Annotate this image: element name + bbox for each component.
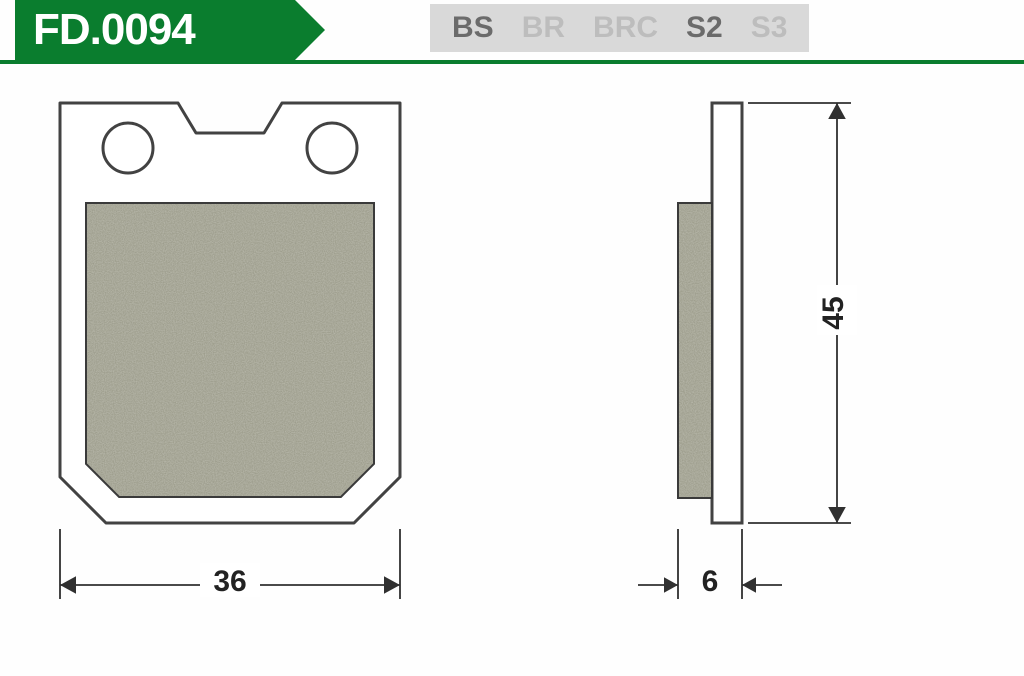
header: FD.0094 BS BR BRC S2 S3 [0,0,1024,70]
header-underline [0,60,1024,64]
spec-codes: BS BR BRC S2 S3 [430,4,809,52]
height-dim-label: 45 [817,296,850,329]
front-view: 36 [30,98,450,638]
spec-code-br: BR [522,11,565,45]
mounting-hole-left [103,123,153,173]
drawing-stage: 36 45 6 [0,80,1024,676]
side-backing-plate [712,103,742,523]
side-view: 45 6 [560,98,990,638]
spec-code-s2: S2 [686,11,723,45]
spec-code-s3: S3 [751,11,788,45]
mounting-hole-right [307,123,357,173]
width-dim-label: 36 [213,565,246,598]
spec-code-bs: BS [452,11,494,45]
thickness-dim-label: 6 [702,565,719,598]
friction-material-texture [86,203,374,497]
spec-code-brc: BRC [593,11,658,45]
part-number-badge: FD.0094 [15,0,295,60]
